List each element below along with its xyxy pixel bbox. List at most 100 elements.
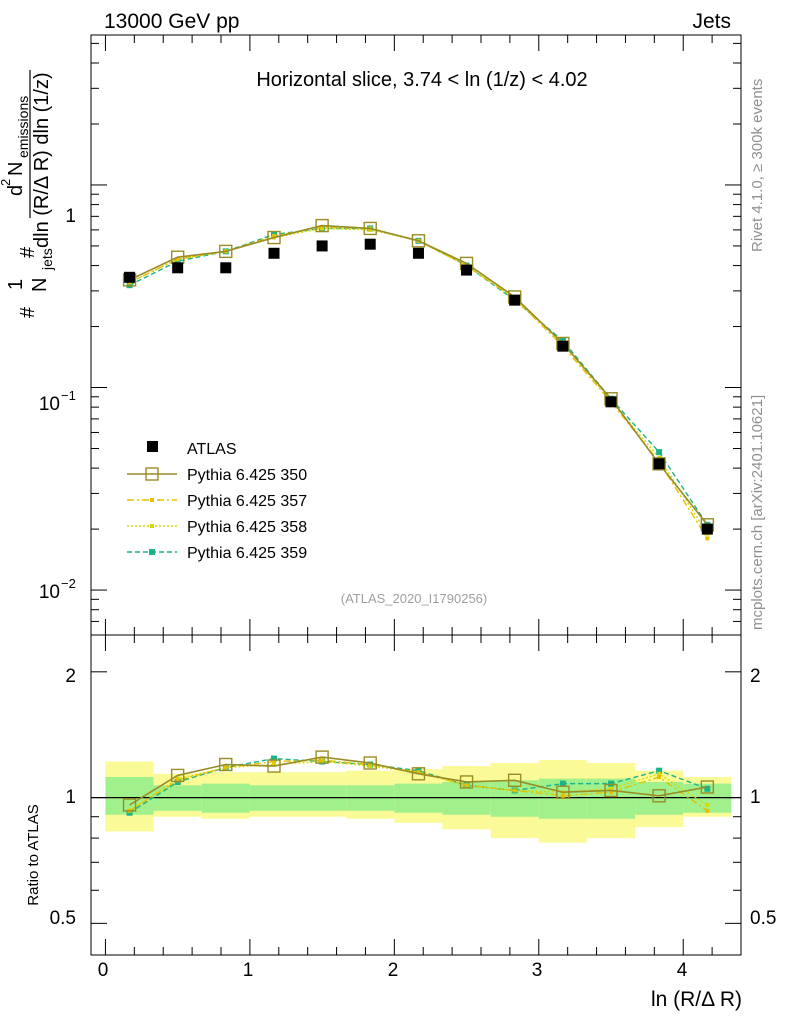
lower-point-p357 <box>368 762 373 767</box>
lower-frame <box>90 634 742 956</box>
lower-point-p358 <box>272 762 277 767</box>
ratio-ytick-right-1: 1 <box>750 787 761 808</box>
upper-point-p350 <box>315 218 329 233</box>
upper-point-p357 <box>272 233 277 238</box>
upper-point-atlas <box>701 523 713 535</box>
ylabel-hash1: # <box>17 306 39 318</box>
ytick-label-0p1-exp: −1 <box>61 388 76 403</box>
lower-point-p350 <box>170 768 185 783</box>
lower-point-p358 <box>609 786 613 791</box>
main-title: Horizontal slice, 3.74 < ln (1/z) < 4.02 <box>256 69 587 91</box>
upper-point-atlas <box>364 238 376 250</box>
ratio-uncertainty-bands <box>91 760 741 843</box>
lower-point-p357 <box>272 759 277 764</box>
lower-point-p350 <box>122 798 137 812</box>
xtick-label-0: 0 <box>98 960 109 981</box>
lower-point-p350 <box>604 783 618 798</box>
ratio-ytick-right-2: 2 <box>750 666 761 687</box>
header-energy: 13000 GeV pp <box>104 10 239 33</box>
xlabel: ln (R/Δ R) <box>651 988 742 1011</box>
lower-point-p357 <box>464 783 469 788</box>
xtick-label-2: 2 <box>388 960 399 981</box>
upper-point-p359 <box>656 449 663 456</box>
lower-point-p359 <box>271 755 278 762</box>
lower-axis-ticks <box>91 635 741 955</box>
legend-label-p357: Pythia 6.425 357 <box>187 493 307 510</box>
legend-marker-p357 <box>150 498 154 502</box>
upper-point-p350 <box>411 234 426 248</box>
upper-point-p357 <box>175 257 180 262</box>
lower-point-p350 <box>411 767 426 781</box>
lower-point-p359 <box>704 785 711 792</box>
lower-point-p359 <box>608 780 614 787</box>
lower-point-p359 <box>559 780 566 787</box>
ylabel-denominator: dln (R/Δ R) dln (1/z) <box>31 72 53 248</box>
upper-point-p350 <box>219 244 233 259</box>
xtick-label-1: 1 <box>243 960 254 981</box>
lower-point-p359 <box>656 767 663 774</box>
lower-point-p350 <box>363 756 377 770</box>
lower-point-p358 <box>705 803 710 808</box>
upper-point-atlas <box>557 340 569 352</box>
lower-line-p350 <box>129 756 708 806</box>
ytick-label-0p01-base: 10 <box>39 582 60 603</box>
upper-axis-ticks <box>91 35 741 636</box>
xtick-label-4: 4 <box>677 960 688 981</box>
ratio-ytick-left-05: 0.5 <box>50 908 76 929</box>
ratio-ytick-right-05: 0.5 <box>750 908 776 929</box>
ytick-label-0p01-exp: −2 <box>61 576 76 591</box>
mcplots-label: mcplots.cern.ch [arXiv:2401.10621] <box>749 395 766 630</box>
lower-point-p350 <box>267 759 281 773</box>
ylabel-d2: d <box>5 185 27 196</box>
lower-point-p357 <box>175 778 180 783</box>
upper-point-atlas <box>653 458 665 470</box>
lower-point-p358 <box>657 771 662 776</box>
lower-point-p357 <box>223 765 228 770</box>
legend-marker-atlas <box>147 441 158 452</box>
lower-point-p350 <box>219 757 233 772</box>
legend-label-p358: Pythia 6.425 358 <box>187 519 307 536</box>
upper-point-atlas <box>316 240 328 252</box>
legend-label-atlas: ATLAS <box>187 441 237 458</box>
upper-point-p350 <box>363 221 377 236</box>
lower-point-p357 <box>609 790 613 795</box>
upper-point-p357 <box>320 225 325 230</box>
lower-point-p350 <box>652 789 666 803</box>
lower-point-p350 <box>507 773 522 787</box>
header-jets: Jets <box>692 10 731 33</box>
legend-label-p350: Pythia 6.425 350 <box>187 467 307 484</box>
ylabel-emissions: emissions <box>15 96 31 158</box>
upper-point-p359 <box>174 258 181 265</box>
lower-point-p350 <box>556 785 570 799</box>
upper-point-atlas <box>220 262 232 274</box>
xtick-label-3: 3 <box>532 960 543 981</box>
legend-marker-p359 <box>149 549 155 555</box>
lower-point-p350 <box>315 750 329 764</box>
ylabel-sq: 2 <box>0 179 13 186</box>
lower-point-p357 <box>560 793 565 798</box>
lower-point-p357 <box>416 770 421 775</box>
ytick-label-0p1-base: 10 <box>39 394 60 415</box>
lower-series-layer <box>122 750 715 816</box>
upper-point-atlas <box>509 294 521 306</box>
rivet-label: Rivet 4.1.0, ≥ 300k events <box>749 79 766 252</box>
ratio-ytick-left-2: 2 <box>65 666 76 687</box>
lower-point-p357 <box>320 758 325 763</box>
upper-point-atlas <box>412 247 424 259</box>
upper-point-atlas <box>124 271 136 283</box>
ratio-ylabel: Ratio to ATLAS <box>25 804 42 905</box>
lower-point-p357 <box>657 775 662 780</box>
upper-point-p350 <box>652 457 666 471</box>
ylabel-hash2: # <box>17 246 39 258</box>
lower-point-p357 <box>705 808 710 813</box>
upper-ylabel: # 1 N jets # d 2 N emissions dln (R/Δ R)… <box>0 70 55 318</box>
upper-point-atlas <box>461 264 473 276</box>
legend-label-p359: Pythia 6.425 359 <box>187 545 307 562</box>
legend: ATLAS Pythia 6.425 350 Pythia 6.425 357 … <box>127 441 307 562</box>
legend-marker-p350 <box>145 467 159 481</box>
upper-series-layer <box>122 218 715 541</box>
watermark: (ATLAS_2020_I1790256) <box>341 591 487 606</box>
ylabel-one: 1 <box>5 279 27 290</box>
lower-point-p350 <box>459 775 474 789</box>
